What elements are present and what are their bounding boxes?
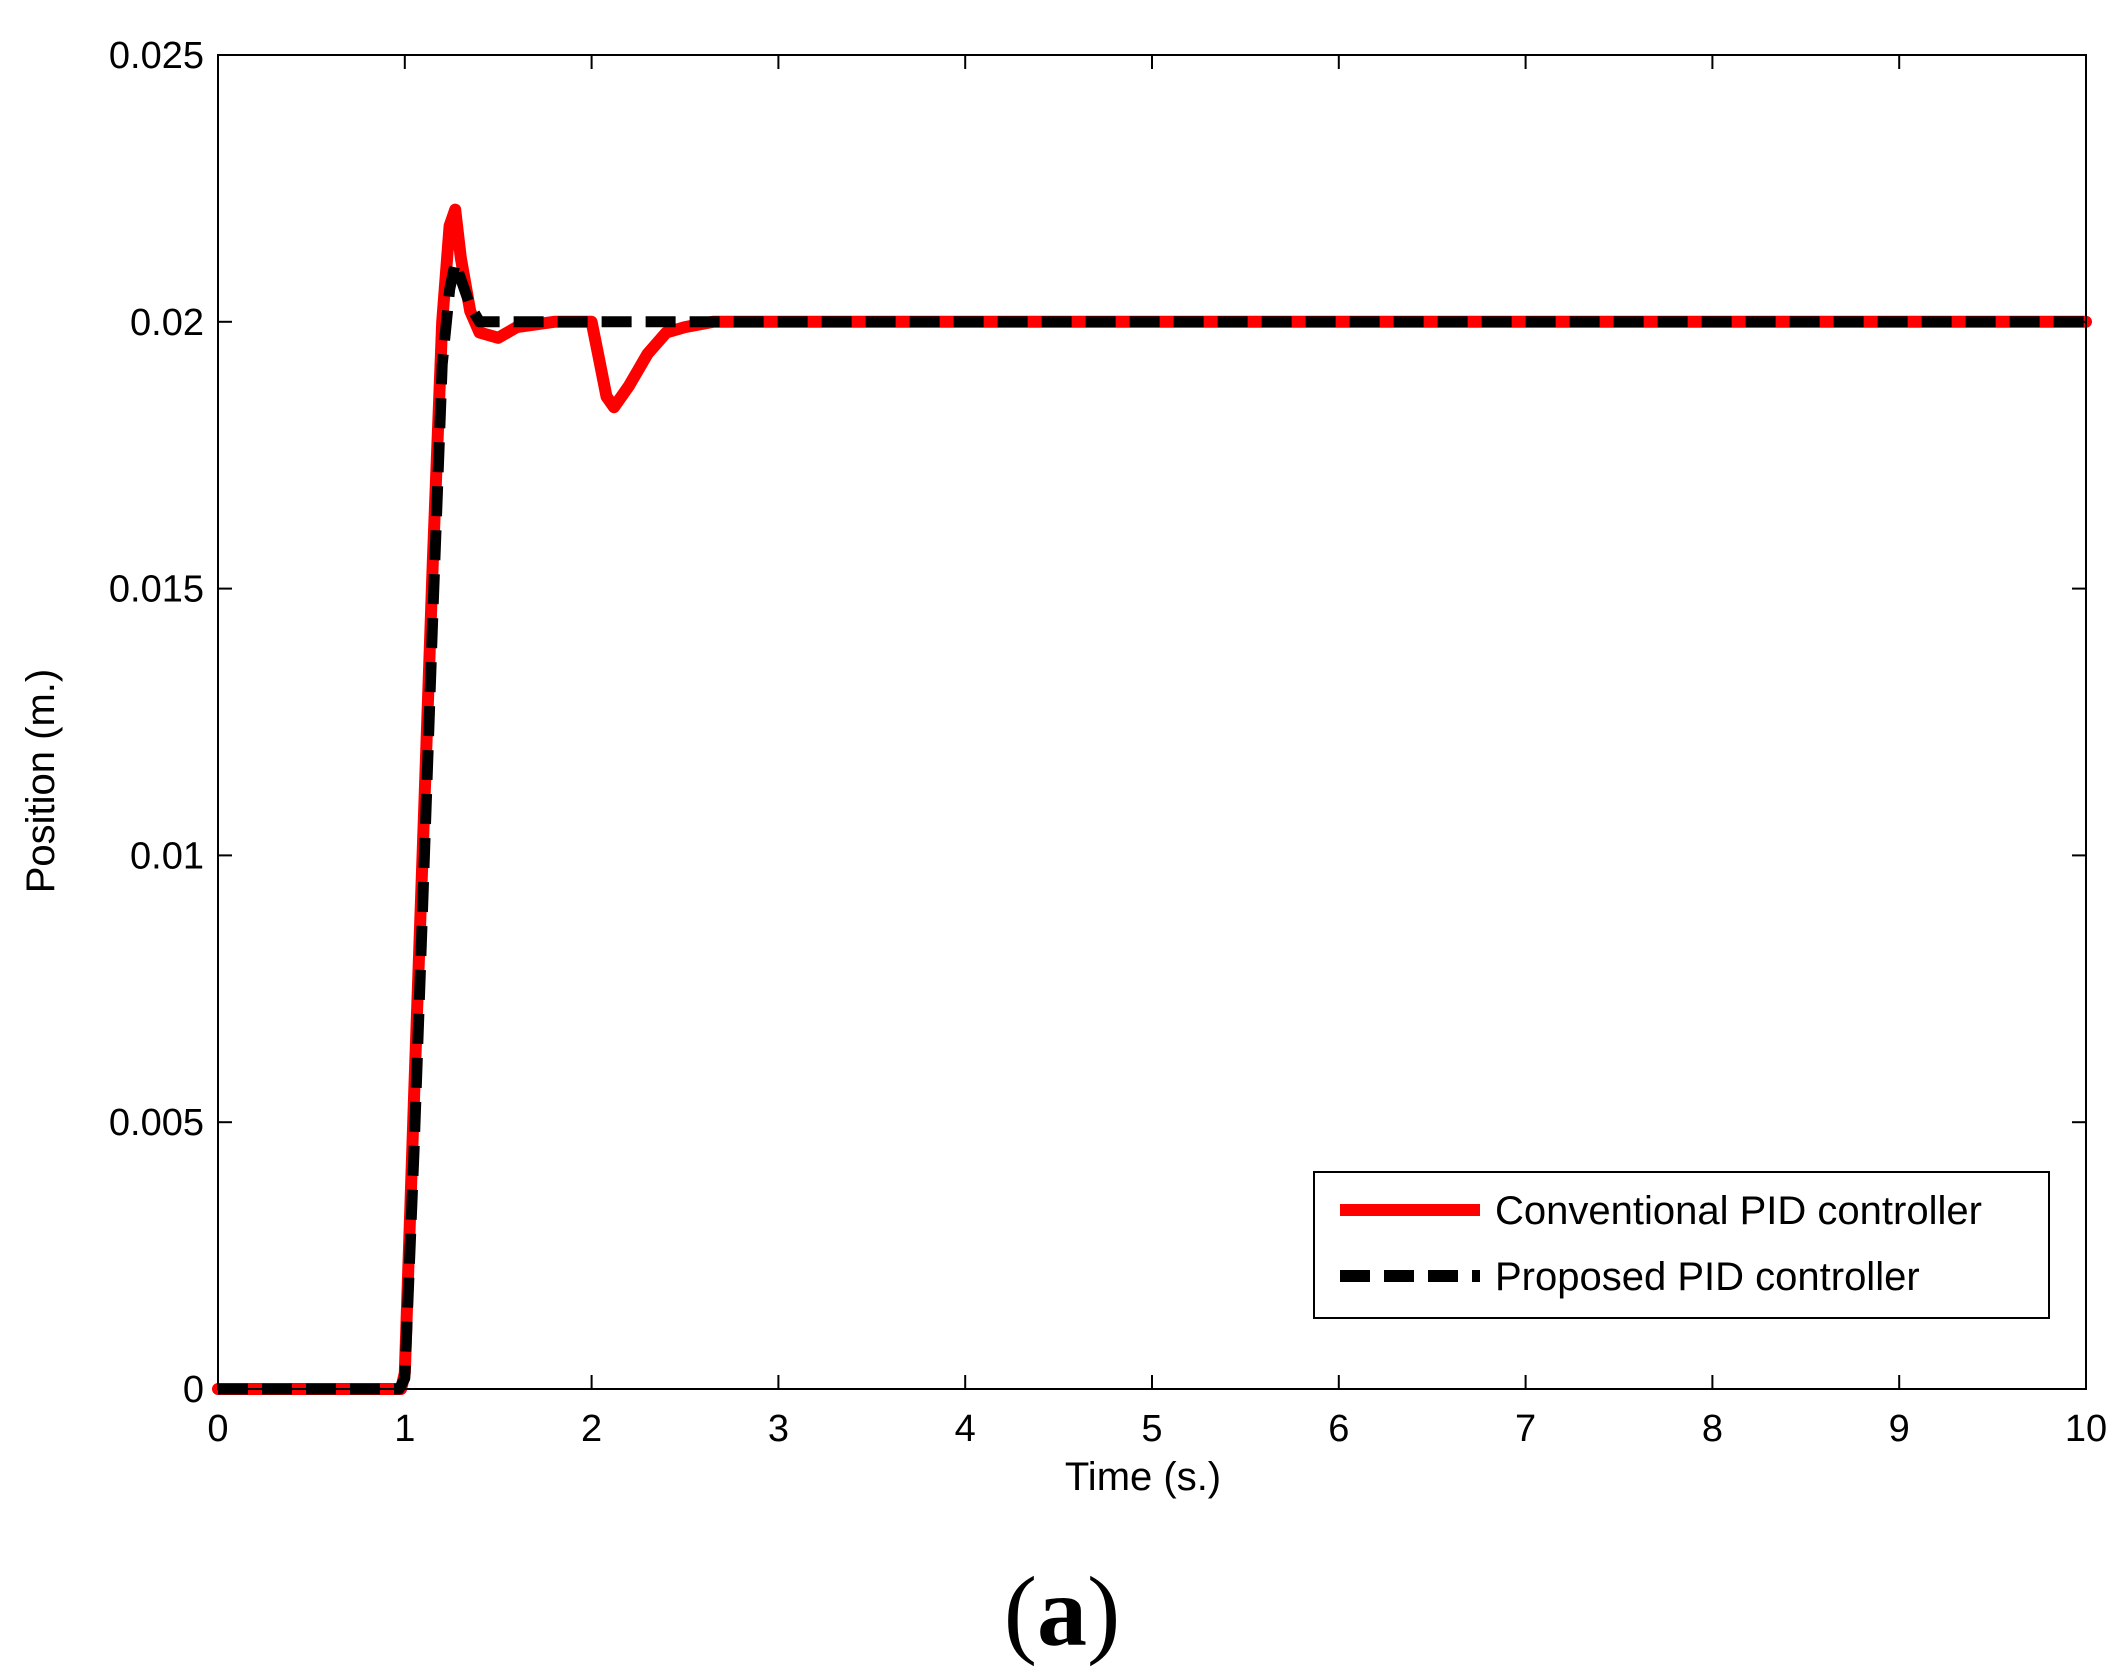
x-tick-label: 3 (768, 1408, 789, 1450)
y-tick-label: 0 (183, 1369, 204, 1411)
caption-open-paren: ( (1004, 1556, 1037, 1667)
axes: 0 1 2 3 4 5 6 7 8 9 10 0 0.005 0.01 0.015 0.02 0.025 (109, 35, 2107, 1450)
y-tick-label: 0.005 (109, 1102, 204, 1144)
legend: Conventional PID controller Proposed PID… (1313, 1171, 2050, 1319)
series-line-conventional (212, 203, 2092, 1395)
legend-label-proposed: Proposed PID controller (1495, 1255, 1920, 1299)
y-axis-label: Position (m.) (19, 669, 63, 894)
y-tick-label: 0.015 (109, 569, 204, 611)
plot-area (212, 203, 2092, 1395)
x-tick-label: 1 (394, 1408, 415, 1450)
caption-letter: a (1037, 1556, 1087, 1667)
caption-close-paren: ) (1087, 1556, 1120, 1667)
x-tick-label: 7 (1515, 1408, 1536, 1450)
legend-box (1313, 1171, 2050, 1319)
x-axis-label: Time (s.) (1065, 1455, 1221, 1499)
y-tick-label: 0.025 (109, 35, 204, 77)
x-tick-label: 0 (207, 1408, 228, 1450)
legend-label-conventional: Conventional PID controller (1495, 1189, 1982, 1233)
x-tick-label: 8 (1702, 1408, 1723, 1450)
x-tick-label: 6 (1328, 1408, 1349, 1450)
figure-caption: (a) (1004, 1556, 1121, 1667)
y-tick-label: 0.01 (130, 835, 204, 877)
x-tick-label: 5 (1141, 1408, 1162, 1450)
x-tick-label: 9 (1889, 1408, 1910, 1450)
series-line-proposed (218, 257, 2086, 1395)
x-tick-label: 10 (2065, 1408, 2107, 1450)
x-tick-label: 4 (955, 1408, 976, 1450)
y-tick-label: 0.02 (130, 302, 204, 344)
x-tick-label: 2 (581, 1408, 602, 1450)
